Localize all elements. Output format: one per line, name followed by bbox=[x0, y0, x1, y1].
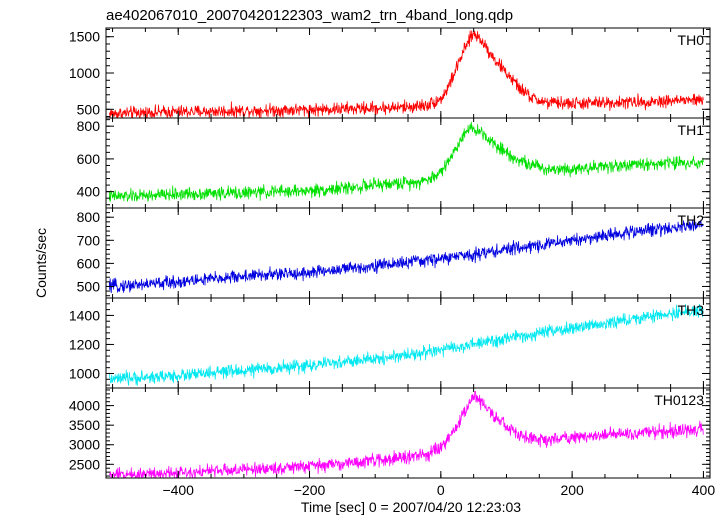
panel-th2: 500 600 700 800 TH2 bbox=[77, 207, 711, 299]
panel-label-th3: TH3 bbox=[678, 302, 705, 318]
y-tick-label-th0123: 3500 bbox=[69, 417, 100, 433]
y-tick-label-th0: 1500 bbox=[69, 29, 100, 45]
y-tick-label-th0: 1000 bbox=[69, 65, 100, 81]
panel-th0: 500 1000 1500 TH0 bbox=[69, 27, 711, 119]
y-tick-label-th0123: 4000 bbox=[69, 398, 100, 414]
x-tick-labels: −400 −200 0 200 400 bbox=[162, 482, 715, 498]
panel-label-th0: TH0 bbox=[678, 32, 705, 48]
panel-label-th0123: TH0123 bbox=[654, 392, 704, 408]
panel-label-th1: TH1 bbox=[678, 122, 705, 138]
chart-title: ae402067010_20070420122303_wam2_trn_4ban… bbox=[106, 7, 513, 24]
y-tick-label-th0123: 3000 bbox=[69, 437, 100, 453]
y-tick-label-th3: 1200 bbox=[69, 336, 100, 352]
panel-th0123: 2500 3000 3500 4000 TH0123 bbox=[69, 387, 711, 479]
y-tick-label-th2: 600 bbox=[77, 255, 101, 271]
panel-th3: 1000 1200 1400 TH3 bbox=[69, 297, 711, 389]
x-tick-label: 200 bbox=[560, 482, 584, 498]
series-line-th0 bbox=[108, 30, 704, 119]
y-tick-label-th2: 700 bbox=[77, 232, 101, 248]
y-tick-label-th2: 500 bbox=[77, 278, 101, 294]
y-tick-label-th2: 800 bbox=[77, 209, 101, 225]
panel-label-th2: TH2 bbox=[678, 212, 705, 228]
y-tick-label-th1: 400 bbox=[77, 184, 101, 200]
y-tick-label-th0: 500 bbox=[77, 101, 101, 117]
x-axis-label: Time [sec] 0 = 2007/04/20 12:23:03 bbox=[301, 499, 521, 515]
panels-group: 500 1000 1500 TH0 400 600 800 TH1 500 600 700 800 TH… bbox=[69, 27, 711, 479]
y-tick-label-th1: 600 bbox=[77, 151, 101, 167]
y-tick-label-th3: 1000 bbox=[69, 365, 100, 381]
x-tick-label: −200 bbox=[294, 482, 326, 498]
y-tick-label-th0123: 2500 bbox=[69, 456, 100, 472]
series-line-th3 bbox=[108, 303, 704, 387]
series-line-th0123 bbox=[108, 390, 704, 479]
x-tick-label: −400 bbox=[162, 482, 194, 498]
x-tick-label: 0 bbox=[437, 482, 445, 498]
y-tick-label-th1: 800 bbox=[77, 118, 101, 134]
panel-th1: 400 600 800 TH1 bbox=[77, 117, 711, 209]
y-axis-label: Counts/sec bbox=[33, 228, 49, 298]
series-line-th1 bbox=[108, 121, 704, 203]
y-tick-label-th3: 1400 bbox=[69, 307, 100, 323]
x-tick-label: 400 bbox=[692, 482, 716, 498]
series-line-th2 bbox=[108, 219, 704, 294]
panel-frame-th2 bbox=[105, 207, 711, 299]
